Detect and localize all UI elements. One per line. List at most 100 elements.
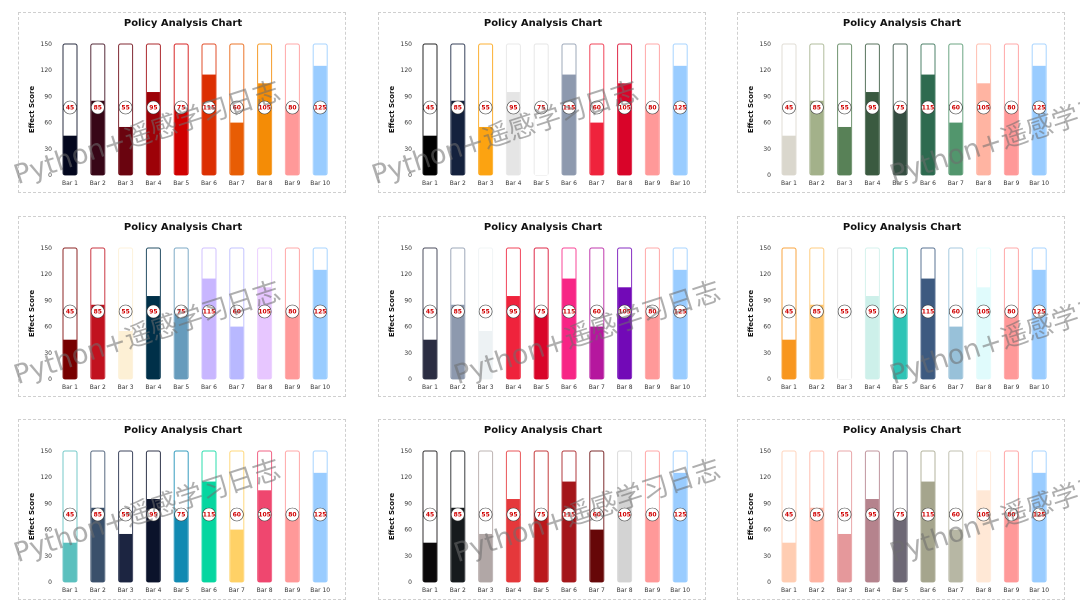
x-tick-label: Bar 6 (561, 384, 577, 391)
data-label-badge (313, 507, 328, 522)
bar (423, 135, 437, 175)
data-label: 55 (481, 105, 489, 112)
chart-svg: Policy Analysis Chart Effect Score 0 30 60 90… (28, 18, 330, 187)
data-label-badge (63, 100, 77, 115)
y-axis-label: Effect Score (747, 86, 755, 134)
data-label-badge (673, 507, 688, 522)
bar (1032, 269, 1046, 379)
y-tick-label: 30 (44, 553, 52, 560)
data-label: 105 (618, 105, 631, 112)
data-label-badge (478, 507, 493, 522)
data-label-badge (230, 100, 244, 115)
y-tick-label: 30 (763, 553, 771, 560)
bar (91, 507, 105, 582)
bar (174, 109, 188, 175)
bar (838, 330, 852, 379)
data-label-badge (1032, 304, 1047, 319)
data-label: 60 (233, 105, 241, 112)
data-label: 75 (177, 309, 185, 316)
x-tick-label: Bar 5 (533, 384, 549, 391)
y-tick-label: 90 (404, 93, 412, 100)
chart-svg: Policy Analysis Chart Effect Score 0 30 60 90… (388, 18, 690, 187)
y-axis-label: Effect Score (28, 86, 36, 134)
x-tick-label: Bar 3 (478, 587, 494, 594)
x-tick-label: Bar 8 (257, 180, 273, 187)
x-tick-label: Bar 8 (976, 180, 992, 187)
y-tick-label: 150 (401, 448, 413, 455)
x-tick-label: Bar 9 (644, 384, 660, 391)
chart-svg: Policy Analysis Chart Effect Score 0 30 60 90… (747, 425, 1049, 594)
data-label-badge (1004, 100, 1019, 115)
x-tick-label: Bar 6 (920, 384, 936, 391)
x-tick-label: Bar 4 (505, 180, 521, 187)
data-label: 60 (593, 105, 601, 112)
data-label: 125 (314, 105, 327, 112)
bar (202, 278, 216, 379)
data-label-badge (562, 100, 576, 115)
x-tick-label: Bar 1 (781, 587, 797, 594)
bar (230, 326, 244, 379)
data-label-badge (590, 304, 604, 319)
bar (1004, 512, 1018, 582)
x-tick-label: Bar 10 (310, 587, 330, 594)
data-label: 95 (149, 309, 157, 316)
bar (645, 105, 659, 175)
data-label: 75 (177, 512, 185, 519)
data-label-badge (1004, 304, 1019, 319)
data-label-badge (202, 304, 216, 319)
y-tick-label: 150 (760, 448, 772, 455)
y-tick-label: 60 (763, 324, 771, 331)
x-tick-label: Bar 1 (781, 180, 797, 187)
x-tick-label: Bar 5 (173, 384, 189, 391)
bar (230, 122, 244, 175)
bar (590, 122, 604, 175)
data-label: 125 (314, 512, 327, 519)
data-label: 45 (785, 105, 793, 112)
data-label: 95 (149, 512, 157, 519)
data-label: 95 (868, 105, 876, 112)
data-label-badge (423, 304, 437, 319)
x-tick-label: Bar 10 (310, 384, 330, 391)
data-label-badge (865, 507, 880, 522)
bar (285, 105, 299, 175)
chart-svg: Policy Analysis Chart Effect Score 0 30 60 90… (28, 222, 330, 391)
data-label-badge (645, 100, 660, 115)
y-tick-label: 0 (767, 376, 771, 383)
bar (562, 74, 576, 175)
x-tick-label: Bar 6 (561, 587, 577, 594)
bar (838, 533, 852, 582)
data-label-badge (590, 100, 604, 115)
data-label: 80 (1007, 309, 1015, 316)
bar (91, 304, 105, 379)
y-axis-label: Effect Score (388, 493, 396, 541)
x-tick-label: Bar 8 (617, 384, 633, 391)
y-tick-label: 30 (44, 350, 52, 357)
data-label-badge (118, 507, 133, 522)
x-tick-label: Bar 7 (948, 384, 964, 391)
bar (285, 309, 299, 379)
bar (534, 109, 548, 175)
bar (645, 512, 659, 582)
bar (451, 100, 465, 175)
x-tick-label: Bar 6 (920, 180, 936, 187)
data-label: 115 (922, 512, 935, 519)
y-tick-label: 150 (41, 448, 53, 455)
data-label-badge (118, 100, 133, 115)
chart-svg: Policy Analysis Chart Effect Score 0 30 60 90… (747, 18, 1049, 187)
y-tick-label: 60 (44, 120, 52, 127)
x-tick-label: Bar 2 (90, 587, 106, 594)
x-tick-label: Bar 2 (450, 587, 466, 594)
data-label: 105 (258, 309, 271, 316)
bar (285, 512, 299, 582)
x-tick-label: Bar 3 (837, 384, 853, 391)
data-label: 105 (258, 105, 271, 112)
data-label: 85 (454, 309, 462, 316)
data-label-badge (285, 507, 300, 522)
data-label-badge (782, 100, 796, 115)
y-tick-label: 90 (404, 297, 412, 304)
data-label-badge (837, 100, 852, 115)
data-label-badge (1032, 507, 1047, 522)
x-tick-label: Bar 3 (118, 384, 134, 391)
data-label: 45 (785, 512, 793, 519)
data-label: 60 (952, 512, 960, 519)
